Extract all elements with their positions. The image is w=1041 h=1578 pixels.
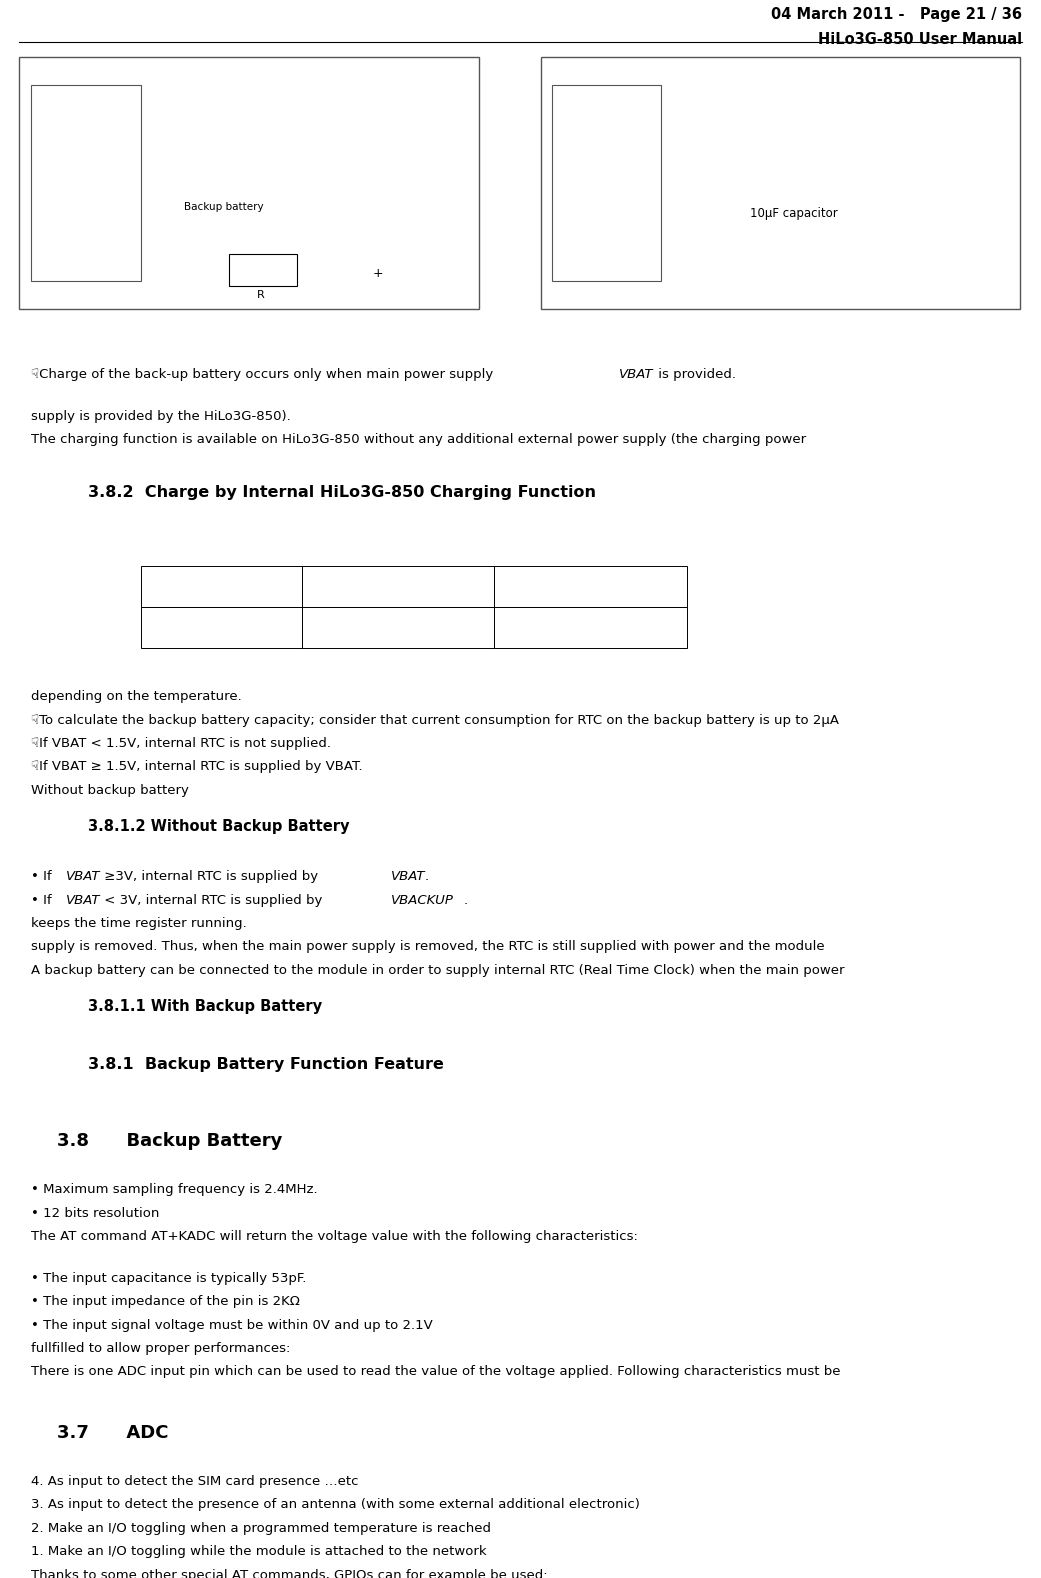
Text: 1. Make an I/O toggling while the module is attached to the network: 1. Make an I/O toggling while the module…	[31, 1545, 487, 1557]
Text: There is one ADC input pin which can be used to read the value of the voltage ap: There is one ADC input pin which can be …	[31, 1365, 841, 1378]
Text: • If: • If	[31, 893, 56, 907]
Text: ☟If VBAT ≥ 1.5V, internal RTC is supplied by VBAT.: ☟If VBAT ≥ 1.5V, internal RTC is supplie…	[31, 761, 363, 773]
Text: VBACKUP: VBACKUP	[391, 893, 454, 907]
Text: VBAT: VBAT	[619, 368, 654, 380]
Bar	[541, 57, 1020, 309]
Bar	[302, 567, 494, 608]
Text: HiLo3G: HiLo3G	[562, 167, 612, 180]
Text: ☟To calculate the backup battery capacity; consider that current consumption for: ☟To calculate the backup battery capacit…	[31, 713, 839, 727]
Text: 3.7      ADC: 3.7 ADC	[57, 1423, 169, 1442]
Text: < 3V, internal RTC is supplied by: < 3V, internal RTC is supplied by	[100, 893, 327, 907]
Text: A backup battery can be connected to the module in order to supply internal RTC : A backup battery can be connected to the…	[31, 964, 844, 977]
Text: 04 March 2011 -   Page 21 / 36: 04 March 2011 - Page 21 / 36	[771, 6, 1022, 22]
Text: ☟Charge of the back-up battery occurs only when main power supply: ☟Charge of the back-up battery occurs on…	[31, 368, 498, 380]
Text: VBACKUP: VBACKUP	[557, 271, 603, 281]
Text: • Maximum sampling frequency is 2.4MHz.: • Maximum sampling frequency is 2.4MHz.	[31, 1184, 318, 1196]
Text: 3.8      Backup Battery: 3.8 Backup Battery	[57, 1131, 282, 1150]
Text: ☟If VBAT < 1.5V, internal RTC is not supplied.: ☟If VBAT < 1.5V, internal RTC is not sup…	[31, 737, 331, 750]
Text: • If: • If	[31, 869, 56, 884]
Text: ≥3V, internal RTC is supplied by: ≥3V, internal RTC is supplied by	[100, 869, 323, 884]
Text: HiLo3G-850 User Manual: HiLo3G-850 User Manual	[818, 33, 1022, 47]
Bar	[19, 57, 479, 309]
Text: HiLo3G: HiLo3G	[40, 167, 90, 180]
Text: 3.8.1  Backup Battery Function Feature: 3.8.1 Backup Battery Function Feature	[88, 1057, 445, 1071]
Bar	[141, 608, 302, 649]
Bar	[494, 608, 687, 649]
Text: Max: Max	[505, 622, 532, 634]
Text: VBACKUP: VBACKUP	[36, 271, 82, 281]
Text: 10μF capacitor: 10μF capacitor	[750, 207, 837, 219]
Text: 3.8.1.2 Without Backup Battery: 3.8.1.2 Without Backup Battery	[88, 819, 350, 833]
Text: The AT command AT+KADC will return the voltage value with the following characte: The AT command AT+KADC will return the v…	[31, 1229, 638, 1243]
Bar	[31, 85, 141, 281]
Text: The charging function is available on HiLo3G-850 without any additional external: The charging function is available on Hi…	[31, 434, 807, 447]
Text: VBAT: VBAT	[391, 869, 426, 884]
Text: keeps the time register running.: keeps the time register running.	[31, 917, 247, 929]
Text: depending on the temperature.: depending on the temperature.	[31, 691, 242, 704]
Text: • The input signal voltage must be within 0V and up to 2.1V: • The input signal voltage must be withi…	[31, 1319, 433, 1332]
Text: supply is removed. Thus, when the main power supply is removed, the RTC is still: supply is removed. Thus, when the main p…	[31, 940, 824, 953]
Text: 4. As input to detect the SIM card presence …etc: 4. As input to detect the SIM card prese…	[31, 1475, 359, 1488]
Text: R: R	[256, 290, 264, 300]
Bar	[302, 608, 494, 649]
Text: • The input impedance of the pin is 2KΩ: • The input impedance of the pin is 2KΩ	[31, 1296, 300, 1308]
Text: .: .	[425, 869, 429, 884]
Text: Min: Min	[312, 622, 336, 634]
Text: .: .	[463, 893, 467, 907]
Text: +: +	[373, 267, 383, 279]
Text: 3.8.1.1 With Backup Battery: 3.8.1.1 With Backup Battery	[88, 999, 323, 1013]
Text: VBAT: VBAT	[66, 893, 100, 907]
Bar	[552, 85, 661, 281]
Text: supply is provided by the HiLo3G-850).: supply is provided by the HiLo3G-850).	[31, 410, 291, 423]
Bar	[141, 567, 302, 608]
Text: • The input capacitance is typically 53pF.: • The input capacitance is typically 53p…	[31, 1272, 307, 1284]
Text: VBAT: VBAT	[66, 869, 100, 884]
Text: is provided.: is provided.	[654, 368, 736, 380]
Text: Thanks to some other special AT commands, GPIOs can for example be used:: Thanks to some other special AT commands…	[31, 1569, 548, 1578]
Text: fullfilled to allow proper performances:: fullfilled to allow proper performances:	[31, 1341, 290, 1356]
Bar	[494, 567, 687, 608]
Text: Backup battery: Backup battery	[184, 202, 263, 211]
Text: 3. As input to detect the presence of an antenna (with some external additional : 3. As input to detect the presence of an…	[31, 1499, 640, 1512]
Text: • 12 bits resolution: • 12 bits resolution	[31, 1207, 159, 1220]
Text: 2uA: 2uA	[505, 581, 531, 593]
Text: VBACKUP: VBACKUP	[151, 581, 213, 593]
Text: 2. Make an I/O toggling when a programmed temperature is reached: 2. Make an I/O toggling when a programme…	[31, 1521, 491, 1535]
Text: Without backup battery: Without backup battery	[31, 784, 189, 797]
Text: 3.8.2  Charge by Internal HiLo3G-850 Charging Function: 3.8.2 Charge by Internal HiLo3G-850 Char…	[88, 484, 596, 500]
Bar	[229, 254, 297, 286]
Text: Pin Name: Pin Name	[151, 622, 214, 634]
